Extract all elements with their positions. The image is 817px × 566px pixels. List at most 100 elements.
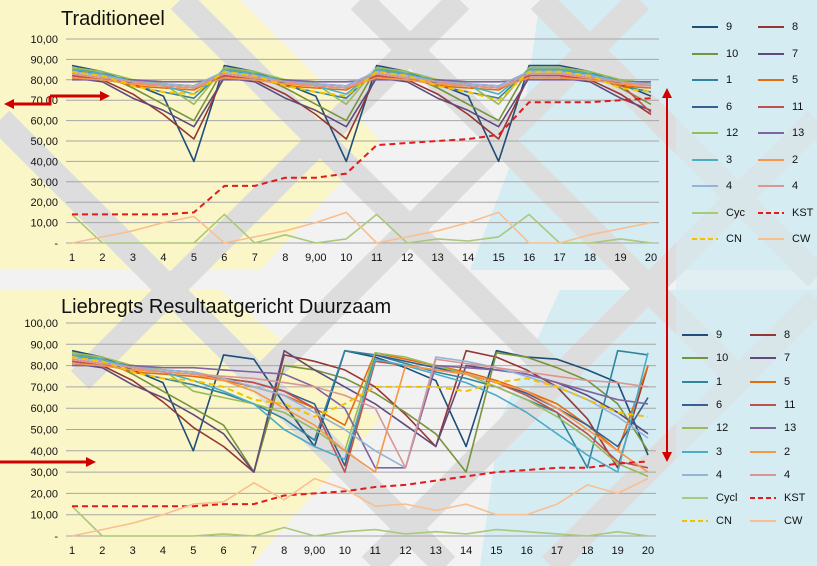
- legend-swatch: [758, 26, 784, 28]
- x-tick-label: 20: [645, 252, 657, 264]
- legend-item: 6: [690, 100, 754, 114]
- legend-label: 9: [726, 21, 733, 33]
- legend-swatch: [682, 357, 708, 360]
- x-tick-label: 7: [251, 545, 257, 557]
- legend-label: 9: [716, 329, 723, 341]
- legend-label: 10: [716, 352, 729, 365]
- legend-item: 7: [748, 351, 814, 365]
- legend-item: 1: [690, 73, 754, 87]
- legend-swatch: [692, 185, 718, 187]
- bottom-chart-title: Liebregts Resultaatgericht Duurzaam: [61, 296, 392, 318]
- y-tick-label: 20,00: [30, 488, 58, 500]
- legend-item: 4: [756, 179, 817, 193]
- top-annotation-arrows: [4, 91, 110, 109]
- legend-swatch: [682, 450, 708, 453]
- legend-swatch: [682, 520, 708, 523]
- legend-item: 6: [680, 398, 746, 412]
- legend-label: CN: [726, 233, 742, 245]
- y-tick-label: 90,00: [30, 339, 58, 351]
- series-line-13: [72, 364, 649, 469]
- y-tick-label: 40,00: [30, 446, 58, 458]
- legend-label: 6: [726, 100, 733, 113]
- x-tick-label: 18: [581, 545, 593, 557]
- legend-label: Cycl: [716, 492, 738, 505]
- legend-swatch: [692, 105, 718, 108]
- x-tick-label: 5: [190, 545, 196, 557]
- x-tick-label: 3: [130, 252, 136, 264]
- legend-swatch: [692, 79, 718, 81]
- x-tick-label: 10: [339, 545, 351, 557]
- legend-item: CW: [748, 514, 814, 528]
- y-tick-label: 10,00: [30, 510, 58, 522]
- x-tick-label: 2: [99, 545, 105, 557]
- y-tick-label: 60,00: [30, 116, 58, 128]
- legend-item: 13: [756, 126, 817, 140]
- legend-swatch: [692, 211, 718, 214]
- y-tick-label: 50,00: [30, 136, 58, 148]
- series-line-cw: [71, 211, 652, 244]
- x-tick-label: 19: [614, 252, 626, 264]
- legend-item: KST: [748, 491, 814, 505]
- y-tick-label: 80,00: [30, 75, 58, 87]
- y-tick-label: 30,00: [30, 177, 58, 189]
- x-tick-label: 7: [252, 252, 258, 264]
- legend-label: 8: [784, 329, 791, 341]
- series-line-cycl: [71, 505, 649, 537]
- y-tick-label: 100,00: [24, 318, 58, 330]
- x-tick-label: 9,00: [305, 252, 326, 264]
- legend-swatch: [682, 334, 708, 336]
- legend-swatch: [692, 52, 718, 55]
- bottom-legend: 9 8 10 7 1 5 6 11 12 13 3 2 4 4 Cycl KST CN CW: [680, 328, 817, 538]
- x-tick-label: 17: [551, 545, 563, 557]
- chart-liebregts: 100,00 90,00 80,00 70,00 60,00 50,00 40,00 30,0…: [0, 318, 656, 557]
- x-tick-label: 20: [642, 545, 654, 557]
- legend-label: 7: [792, 47, 799, 60]
- series-line-4: [71, 72, 652, 89]
- series-line-cn: [71, 356, 649, 418]
- legend-label: CW: [784, 515, 803, 528]
- legend-label: CN: [716, 515, 732, 528]
- top-right-arrow-head: [100, 91, 110, 101]
- legend-item: 4: [680, 468, 746, 482]
- legend-item: 1: [680, 375, 746, 389]
- x-tick-label: 6: [221, 545, 227, 557]
- x-tick-label: 16: [521, 545, 533, 557]
- legend-label: 5: [792, 74, 799, 86]
- legend-item: 2: [756, 153, 817, 167]
- legend-label: 4: [792, 180, 799, 192]
- x-tick-label: 14: [460, 545, 472, 557]
- x-tick-label: 15: [493, 252, 505, 264]
- legend-item: 8: [748, 328, 814, 342]
- legend-swatch: [682, 403, 708, 406]
- legend-label: 11: [784, 398, 796, 411]
- series-line-4: [71, 358, 649, 469]
- legend-swatch: [750, 497, 776, 500]
- y-tick-label: 10,00: [30, 218, 58, 230]
- legend-label: 6: [716, 398, 723, 411]
- top-y-tick-labels: 10,0090,0080,0070,0060,0050,0040,0030,00…: [30, 34, 58, 250]
- y-tick-label: 10,00: [30, 34, 58, 46]
- legend-label: 1: [716, 375, 723, 388]
- legend-swatch: [758, 185, 784, 187]
- x-tick-label: 12: [401, 252, 413, 264]
- series-line-3: [71, 352, 649, 473]
- legend-swatch: [692, 132, 718, 134]
- y-tick-label: -: [54, 238, 58, 250]
- legend-label: 2: [784, 445, 791, 458]
- series-line-3: [71, 68, 652, 95]
- bottom-arrow-head: [86, 457, 96, 467]
- legend-swatch: [758, 238, 784, 240]
- legend-item: 11: [756, 100, 817, 114]
- legend-label: KST: [792, 206, 814, 219]
- legend-swatch: [750, 450, 776, 453]
- legend-swatch: [692, 26, 718, 28]
- x-tick-label: 8: [282, 252, 288, 264]
- legend-label: 7: [784, 352, 791, 365]
- legend-label: 13: [784, 422, 797, 435]
- legend-item: CW: [756, 232, 817, 246]
- x-tick-label: 11: [371, 252, 382, 264]
- top-series-lines: [71, 64, 652, 244]
- bottom-gridlines: [66, 322, 656, 537]
- legend-swatch: [750, 473, 776, 476]
- y-tick-label: 70,00: [30, 382, 58, 394]
